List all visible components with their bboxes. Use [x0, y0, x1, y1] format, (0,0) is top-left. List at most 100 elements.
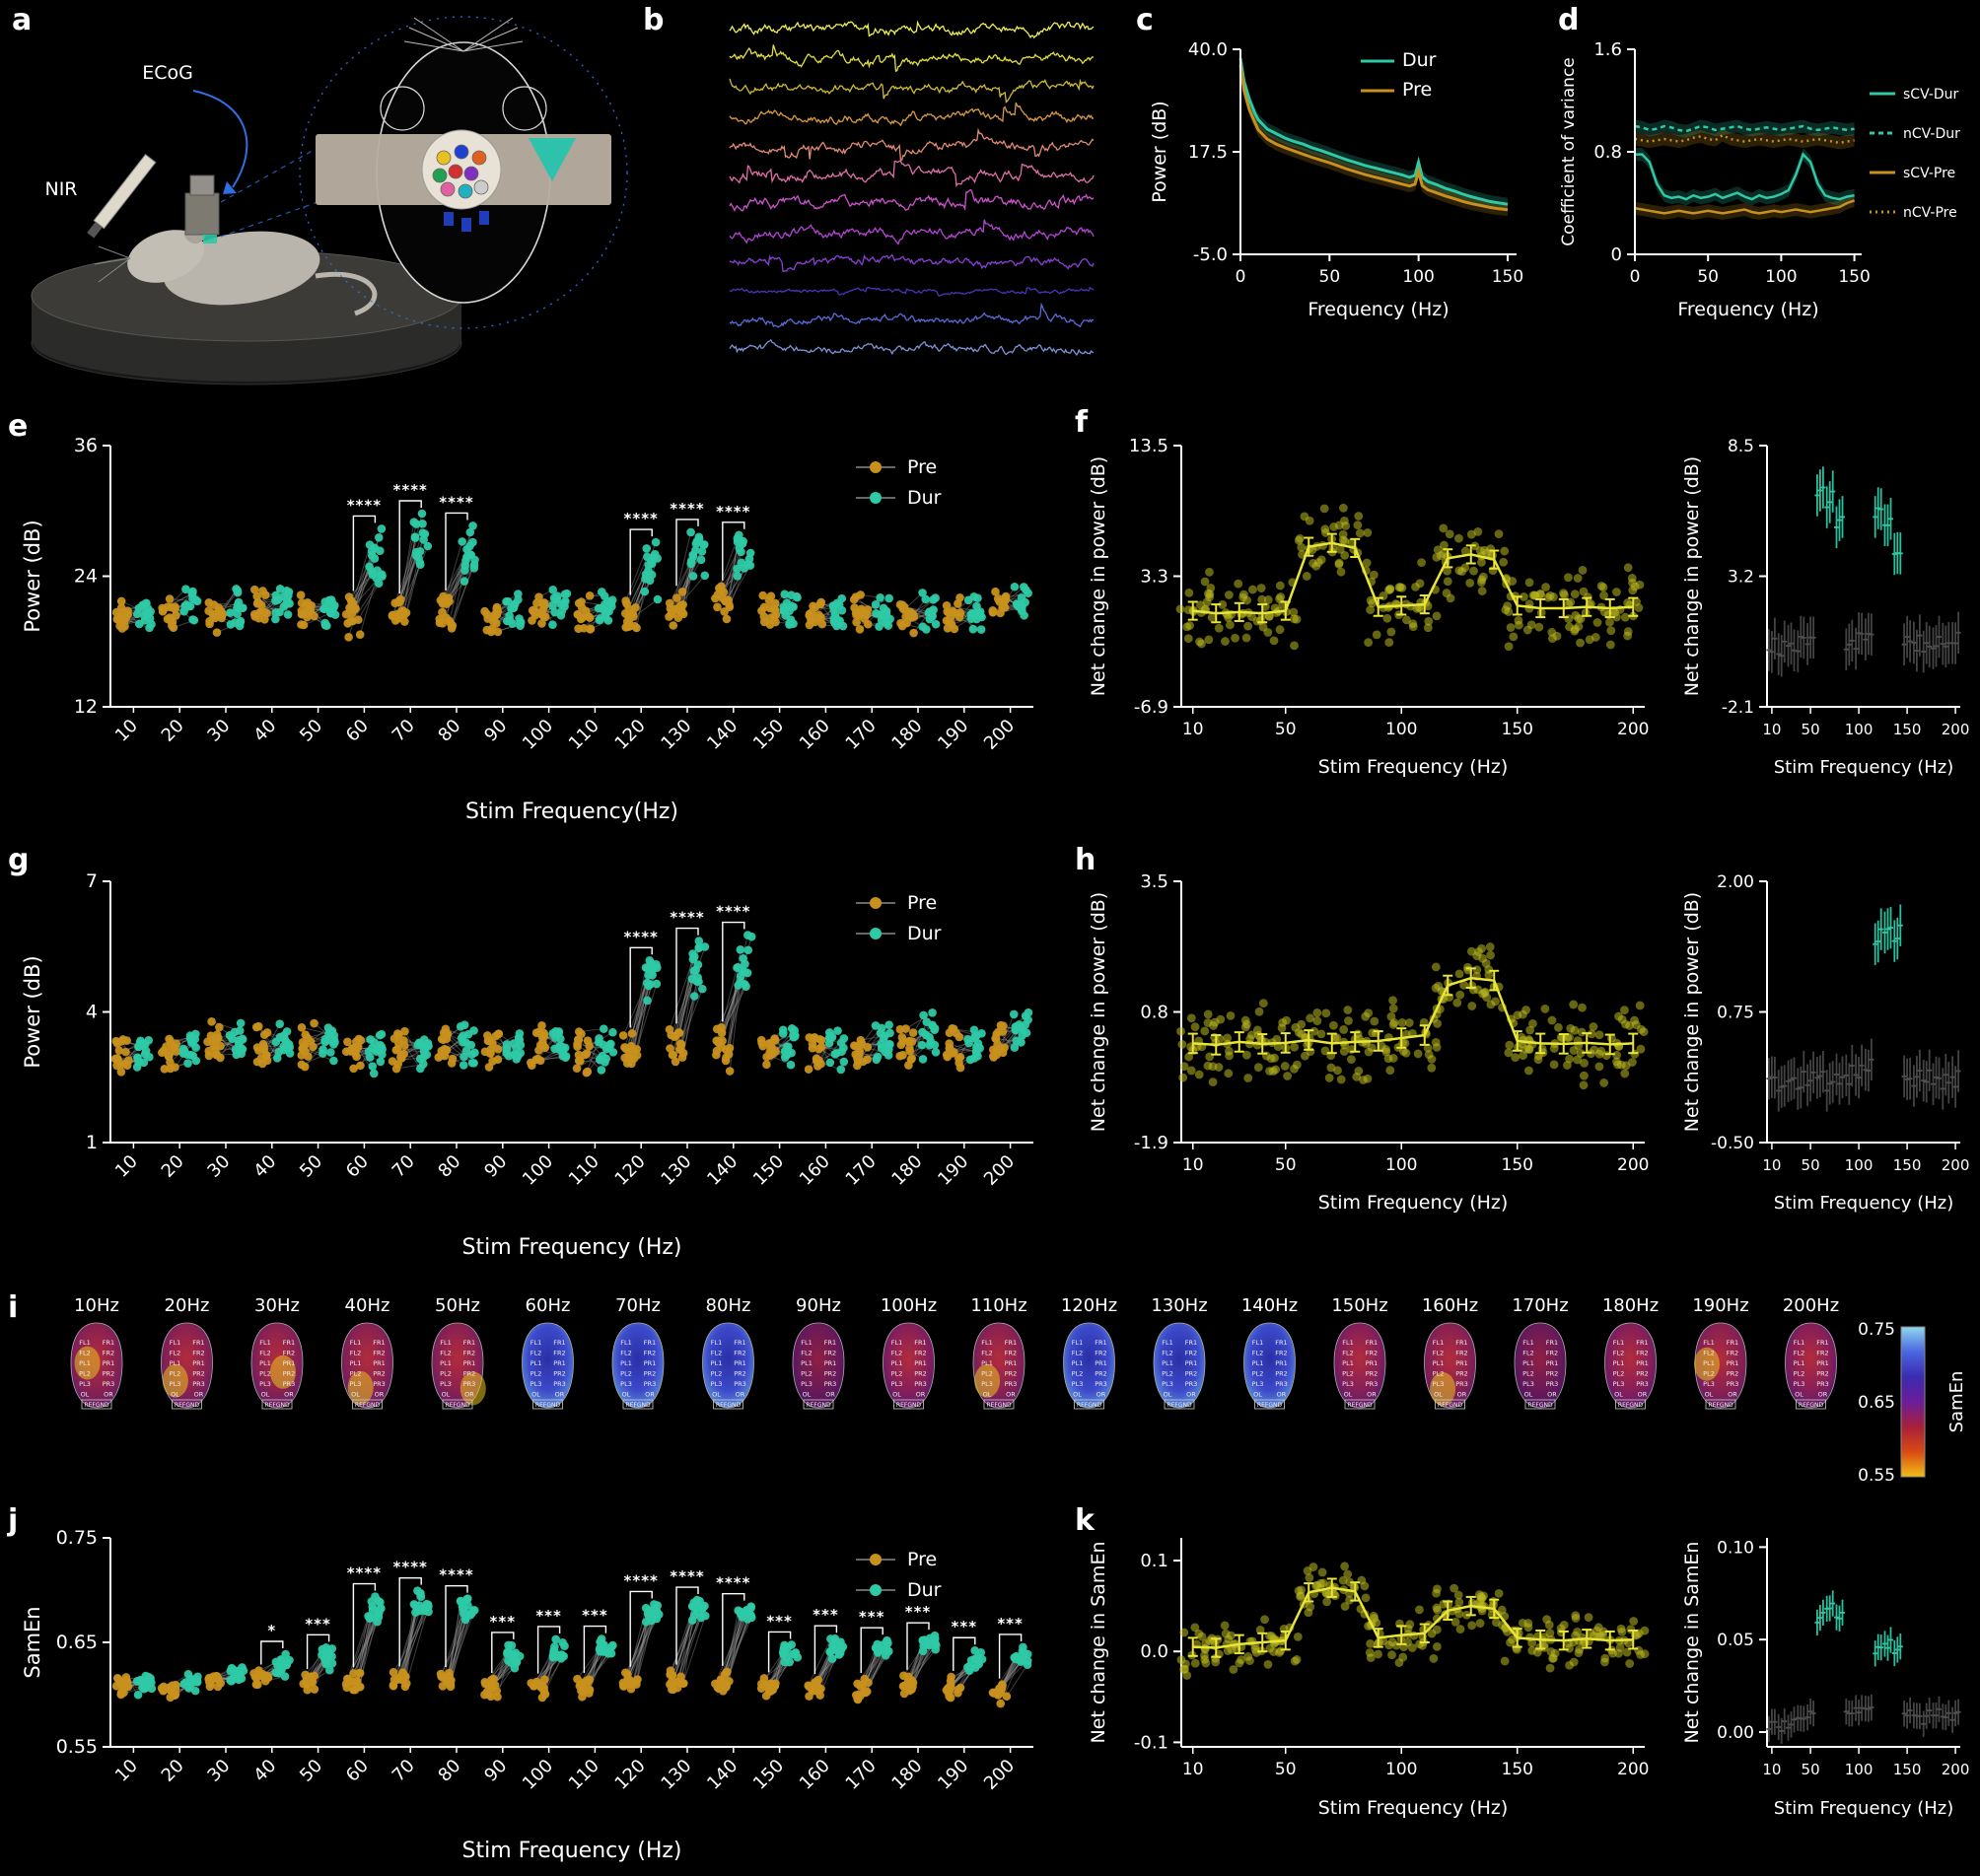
svg-text:OR: OR [1818, 1391, 1828, 1399]
svg-text:3.2: 3.2 [1728, 568, 1754, 588]
svg-text:Dur: Dur [1402, 49, 1437, 71]
svg-text:Pre: Pre [907, 1549, 937, 1570]
svg-text:FR2: FR2 [1185, 1350, 1197, 1357]
svg-text:Dur: Dur [907, 1579, 942, 1601]
svg-text:OL: OL [531, 1391, 540, 1399]
svg-text:FL2: FL2 [620, 1350, 632, 1357]
svg-text:Frequency (Hz): Frequency (Hz) [1677, 299, 1818, 320]
svg-text:PL3: PL3 [79, 1380, 91, 1388]
svg-text:FR2: FR2 [192, 1350, 204, 1357]
svg-text:OL: OL [712, 1391, 721, 1399]
svg-text:PR3: PR3 [103, 1380, 115, 1388]
svg-text:OL: OL [1073, 1391, 1082, 1399]
svg-text:FR1: FR1 [283, 1339, 295, 1347]
svg-text:-1.9: -1.9 [1134, 1133, 1168, 1153]
panel-label-f: f [1075, 405, 1089, 440]
panel-label-h: h [1075, 843, 1096, 877]
svg-text:Stim Frequency (Hz): Stim Frequency (Hz) [1318, 1192, 1509, 1214]
svg-text:-0.1: -0.1 [1134, 1732, 1168, 1753]
svg-text:FR1: FR1 [103, 1339, 114, 1347]
svg-text:0.55: 0.55 [1858, 1466, 1895, 1486]
svg-text:PR2: PR2 [103, 1370, 115, 1378]
svg-text:FR1: FR1 [192, 1339, 204, 1347]
svg-text:PR1: PR1 [1275, 1359, 1288, 1367]
svg-text:4: 4 [86, 1002, 98, 1023]
svg-text:OL: OL [351, 1391, 360, 1399]
panel-label-e: e [8, 409, 29, 444]
svg-text:FR1: FR1 [1816, 1339, 1828, 1347]
svg-text:OL: OL [983, 1391, 992, 1399]
svg-text:SamEn: SamEn [21, 1606, 44, 1678]
svg-text:****: **** [624, 510, 659, 527]
svg-text:FR1: FR1 [824, 1339, 836, 1347]
svg-text:PR3: PR3 [644, 1380, 657, 1388]
svg-text:FL2: FL2 [530, 1350, 542, 1357]
svg-text:Stim Frequency (Hz): Stim Frequency (Hz) [1318, 1797, 1509, 1819]
svg-text:PL1: PL1 [711, 1359, 723, 1367]
svg-text:50: 50 [296, 1756, 326, 1786]
svg-text:Pre: Pre [1402, 79, 1432, 101]
svg-text:FL1: FL1 [1703, 1339, 1715, 1347]
svg-text:120: 120 [611, 1756, 650, 1794]
svg-text:PR3: PR3 [1185, 1380, 1198, 1388]
svg-text:PL2: PL2 [259, 1370, 271, 1378]
svg-text:10Hz: 10Hz [74, 1295, 119, 1316]
svg-text:PL3: PL3 [259, 1380, 271, 1388]
svg-text:FR1: FR1 [914, 1339, 926, 1347]
svg-text:REFGND: REFGND [1527, 1402, 1553, 1409]
svg-text:110: 110 [565, 1756, 603, 1794]
svg-text:150: 150 [1502, 1155, 1533, 1175]
svg-text:Pre: Pre [907, 456, 937, 478]
svg-text:OR: OR [194, 1391, 204, 1399]
svg-text:180: 180 [887, 1151, 926, 1190]
svg-text:FL1: FL1 [79, 1339, 91, 1347]
svg-text:PR2: PR2 [734, 1370, 746, 1378]
svg-text:PL2: PL2 [1072, 1370, 1084, 1378]
svg-text:PR3: PR3 [1005, 1380, 1018, 1388]
svg-text:FL2: FL2 [1433, 1350, 1445, 1357]
svg-text:70: 70 [389, 716, 419, 746]
svg-text:Net change in power (dB): Net change in power (dB) [1088, 456, 1109, 696]
svg-text:****: **** [347, 496, 382, 514]
svg-text:FL1: FL1 [711, 1339, 723, 1347]
svg-text:24: 24 [74, 566, 98, 588]
svg-text:50: 50 [1802, 721, 1820, 738]
svg-text:****: **** [670, 500, 704, 518]
svg-text:FL2: FL2 [350, 1350, 362, 1357]
svg-text:100: 100 [1765, 267, 1797, 287]
svg-text:PR2: PR2 [1366, 1370, 1379, 1378]
svg-text:***: *** [813, 1606, 839, 1624]
svg-text:FL1: FL1 [530, 1339, 542, 1347]
svg-text:PR1: PR1 [1185, 1359, 1198, 1367]
svg-text:FR1: FR1 [644, 1339, 656, 1347]
svg-text:100Hz: 100Hz [881, 1295, 937, 1316]
svg-text:FR2: FR2 [1005, 1350, 1017, 1357]
svg-text:****: **** [393, 481, 428, 499]
svg-text:-0.50: -0.50 [1711, 1134, 1754, 1153]
svg-text:Net change in power (dB): Net change in power (dB) [1681, 456, 1703, 696]
svg-text:OR: OR [1096, 1391, 1106, 1399]
svg-text:FR2: FR2 [1275, 1350, 1287, 1357]
svg-text:0.75: 0.75 [56, 1527, 98, 1549]
svg-text:PL1: PL1 [259, 1359, 271, 1367]
svg-text:REFGND: REFGND [355, 1402, 381, 1409]
svg-text:PR1: PR1 [1366, 1359, 1379, 1367]
svg-text:PR1: PR1 [553, 1359, 566, 1367]
svg-text:PR2: PR2 [283, 1370, 296, 1378]
svg-text:REFGND: REFGND [1257, 1402, 1283, 1409]
svg-text:OR: OR [464, 1391, 474, 1399]
svg-text:PR2: PR2 [1727, 1370, 1739, 1378]
svg-text:30: 30 [203, 716, 234, 746]
svg-text:FL2: FL2 [891, 1350, 903, 1357]
svg-text:PL3: PL3 [170, 1380, 181, 1388]
svg-text:PR1: PR1 [1816, 1359, 1829, 1367]
svg-text:60: 60 [342, 1151, 373, 1182]
svg-text:OL: OL [1524, 1391, 1533, 1399]
svg-text:50: 50 [296, 1151, 326, 1182]
svg-text:***: *** [582, 1607, 608, 1625]
svg-text:nCV-Dur: nCV-Dur [1903, 126, 1960, 142]
svg-text:PL2: PL2 [1252, 1370, 1264, 1378]
panel-label-i: i [8, 1290, 19, 1325]
svg-text:OR: OR [645, 1391, 655, 1399]
svg-text:0.8: 0.8 [1593, 142, 1622, 163]
